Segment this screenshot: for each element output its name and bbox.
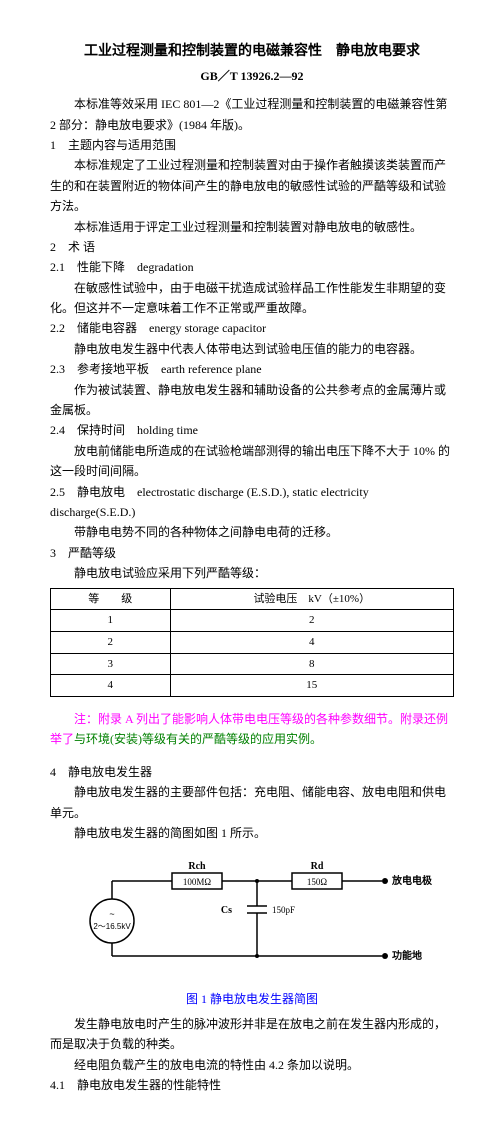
section-2-1-heading: 2.1 性能下降 degradation: [50, 257, 454, 277]
section-2-3-p: 作为被试装置、静电放电发生器和辅助设备的公共参考点的金属薄片或金属板。: [50, 380, 454, 421]
section-4-p3: 发生静电放电时产生的脉冲波形并非是在放电之前在发生器内形成的，而是取决于负载的种…: [50, 1014, 454, 1055]
severity-table: 等 级 试验电压 kV（±10%） 12 24 38 415: [50, 588, 454, 697]
table-cell: 1: [51, 610, 171, 632]
section-2-5-num: 2.5: [50, 485, 65, 499]
section-2-3-heading: 2.3 参考接地平板 earth reference plane: [50, 359, 454, 379]
section-1-p2: 本标准适用于评定工业过程测量和控制装置对静电放电的敏感性。: [50, 217, 454, 237]
section-2-num: 2: [50, 240, 56, 254]
circuit-diagram: ~ 2～16.5kV Rch 100MΩ Rd 150Ω 放电电极 Cs 150…: [72, 851, 432, 981]
table-cell: 8: [170, 653, 453, 675]
section-2-4-heading: 2.4 保持时间 holding time: [50, 420, 454, 440]
section-3-title: 严酷等级: [68, 546, 116, 560]
output-label: 放电电极: [391, 874, 432, 887]
section-2-4-num: 2.4: [50, 423, 65, 437]
section-4-p4: 经电阻负载产生的放电电流的特性由 4.2 条加以说明。: [50, 1055, 454, 1075]
rch-value: 100MΩ: [183, 877, 212, 887]
table-cell: 4: [170, 631, 453, 653]
intro-paragraph: 本标准等效采用 IEC 801—2《工业过程测量和控制装置的电磁兼容性第 2 部…: [50, 94, 454, 135]
table-header-voltage: 试验电压 kV（±10%）: [170, 588, 453, 610]
note-green: 与环境(安装)等级有关的严酷等级的应用实例。: [74, 732, 322, 746]
source-label: 2～16.5kV: [93, 922, 131, 931]
table-row: 24: [51, 631, 454, 653]
table-cell: 2: [170, 610, 453, 632]
section-2-2-num: 2.2: [50, 321, 65, 335]
section-2-1-num: 2.1: [50, 260, 65, 274]
table-cell: 2: [51, 631, 171, 653]
section-2-5-title: 静电放电 electrostatic discharge (E.S.D.), s…: [50, 485, 369, 519]
section-1-heading: 1 主题内容与适用范围: [50, 135, 454, 155]
section-2-heading: 2 术 语: [50, 237, 454, 257]
table-cell: 3: [51, 653, 171, 675]
section-2-title: 术 语: [68, 240, 95, 254]
rch-label: Rch: [188, 861, 206, 872]
rd-value: 150Ω: [307, 877, 328, 887]
table-cell: 15: [170, 675, 453, 697]
section-3-p: 静电放电试验应采用下列严酷等级：: [50, 563, 454, 583]
section-2-4-title: 保持时间 holding time: [77, 423, 198, 437]
section-4-num: 4: [50, 765, 56, 779]
doc-title: 工业过程测量和控制装置的电磁兼容性 静电放电要求: [50, 40, 454, 64]
section-4-1-heading: 4.1 静电放电发生器的性能特性: [50, 1075, 454, 1095]
cs-value: 150pF: [272, 905, 295, 915]
section-4-heading: 4 静电放电发生器: [50, 762, 454, 782]
svg-text:~: ~: [109, 909, 114, 919]
section-3-heading: 3 严酷等级: [50, 543, 454, 563]
table-cell: 4: [51, 675, 171, 697]
section-2-2-heading: 2.2 储能电容器 energy storage capacitor: [50, 318, 454, 338]
section-4-p1: 静电放电发生器的主要部件包括：充电阻、储能电容、放电电阻和供电单元。: [50, 782, 454, 823]
section-2-2-title: 储能电容器 energy storage capacitor: [77, 321, 266, 335]
section-2-5-heading: 2.5 静电放电 electrostatic discharge (E.S.D.…: [50, 482, 454, 523]
section-2-1-p: 在敏感性试验中，由于电磁干扰造成试验样品工作性能发生非期望的变化。但这并不一定意…: [50, 278, 454, 319]
section-4-1-num: 4.1: [50, 1078, 65, 1092]
note-text: 注：附录 A 列出了能影响人体带电电压等级的各种参数细节。附录还例举了与环境(安…: [50, 709, 454, 750]
section-2-3-title: 参考接地平板 earth reference plane: [77, 362, 262, 376]
section-2-5-p: 带静电电势不同的各种物体之间静电电荷的迁移。: [50, 522, 454, 542]
section-4-title: 静电放电发生器: [68, 765, 152, 779]
doc-subtitle: GB／T 13926.2—92: [50, 66, 454, 86]
table-row: 38: [51, 653, 454, 675]
table-row: 415: [51, 675, 454, 697]
table-row: 12: [51, 610, 454, 632]
table-header-level: 等 级: [51, 588, 171, 610]
section-3-num: 3: [50, 546, 56, 560]
section-2-3-num: 2.3: [50, 362, 65, 376]
section-2-2-p: 静电放电发生器中代表人体带电达到试验电压值的能力的电容器。: [50, 339, 454, 359]
section-1-p1: 本标准规定了工业过程测量和控制装置对由于操作者触摸该类装置而产生的和在装置附近的…: [50, 155, 454, 216]
cs-label: Cs: [221, 905, 232, 916]
table-header-row: 等 级 试验电压 kV（±10%）: [51, 588, 454, 610]
section-2-1-title: 性能下降 degradation: [77, 260, 194, 274]
section-2-4-p: 放电前储能电所造成的在试验枪端部测得的输出电压下降不大于 10% 的这一段时间间…: [50, 441, 454, 482]
section-1-num: 1: [50, 138, 56, 152]
figure-1-caption: 图 1 静电放电发生器简图: [50, 989, 454, 1009]
section-4-1-title: 静电放电发生器的性能特性: [77, 1078, 221, 1092]
ground-label: 功能地: [392, 949, 422, 962]
rd-label: Rd: [311, 861, 324, 872]
section-4-p2: 静电放电发生器的简图如图 1 所示。: [50, 823, 454, 843]
section-1-title: 主题内容与适用范围: [68, 138, 176, 152]
